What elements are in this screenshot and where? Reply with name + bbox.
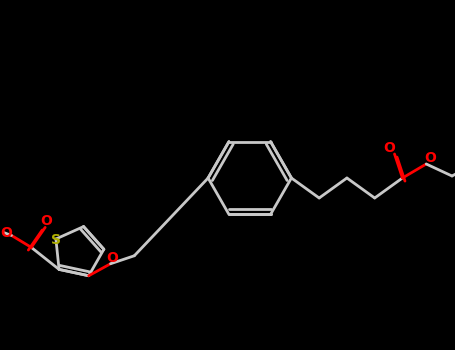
Text: O: O [106,251,118,265]
Text: O: O [40,215,52,229]
Text: O: O [384,141,395,155]
Text: S: S [51,233,61,247]
Text: O: O [424,151,436,165]
Text: O: O [0,226,12,240]
